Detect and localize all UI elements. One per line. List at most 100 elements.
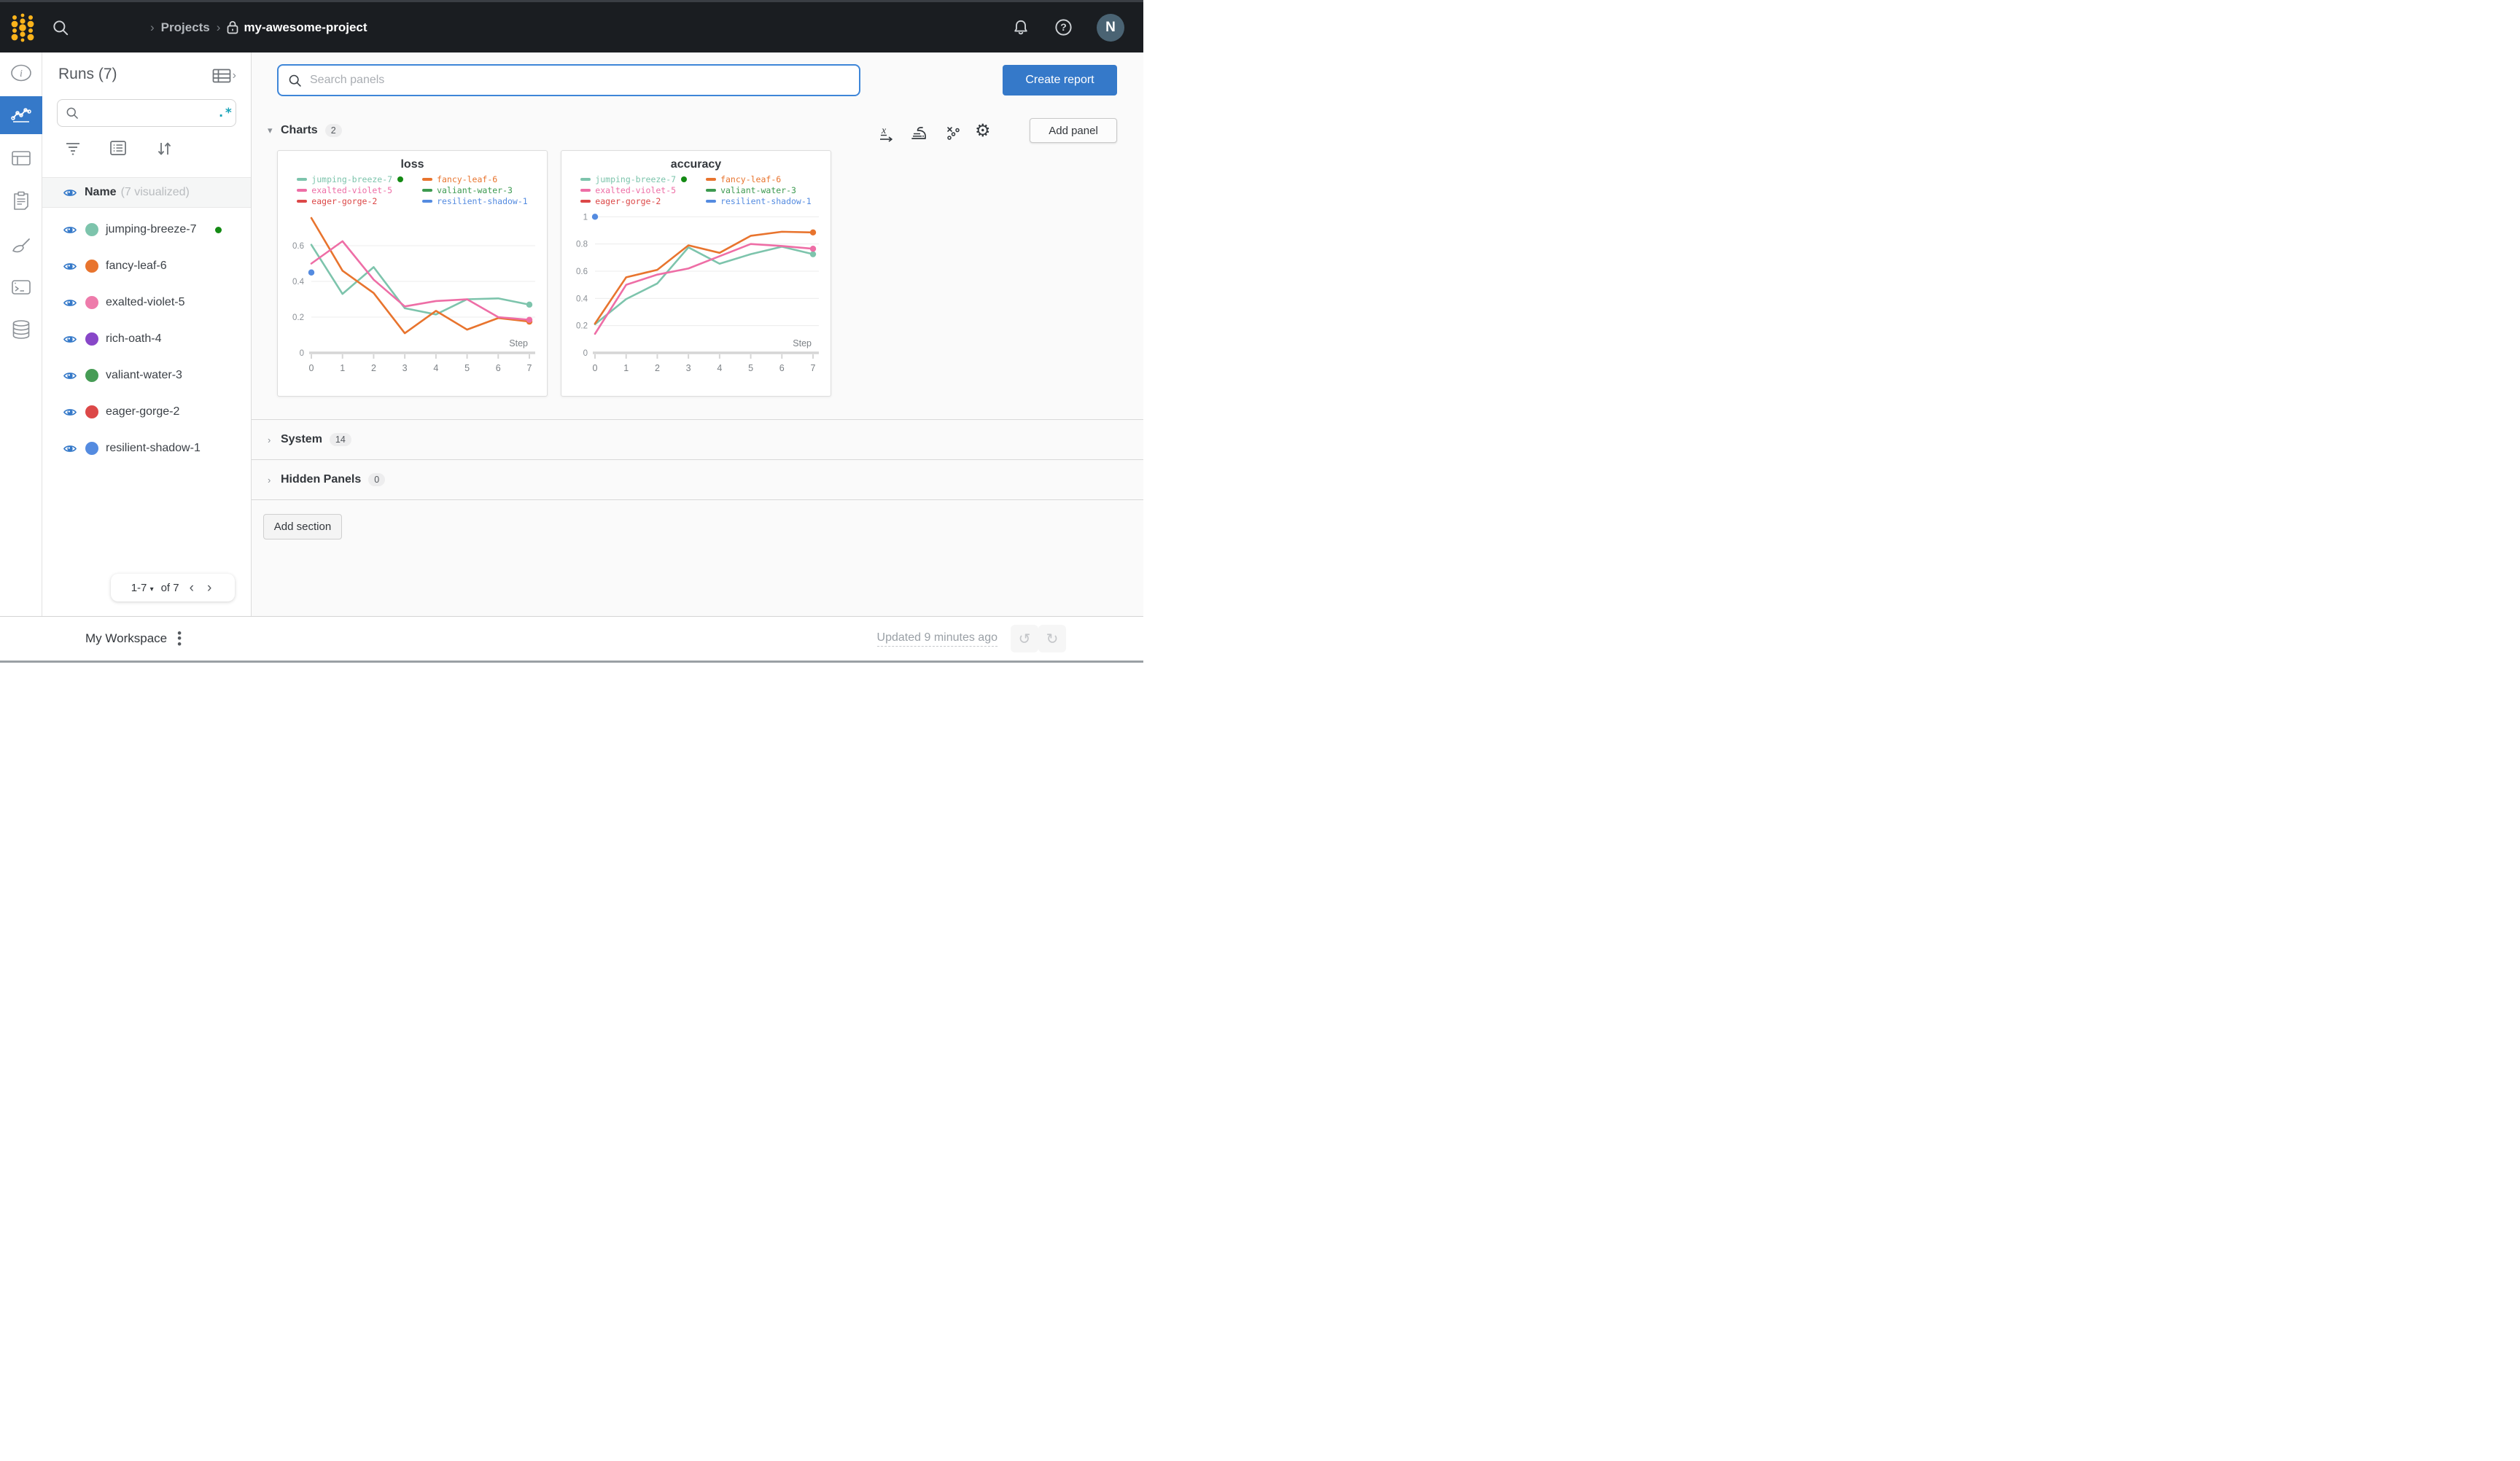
svg-text:1: 1 — [623, 363, 629, 373]
breadcrumb-project[interactable]: my-awesome-project — [227, 20, 368, 35]
chevron-right-icon: › — [232, 69, 236, 82]
page-range-dropdown[interactable]: 1-7 ▾ — [131, 581, 154, 594]
run-color-dot — [85, 442, 98, 455]
redo-button[interactable]: ↻ — [1038, 625, 1066, 652]
runs-title: Runs (7) — [58, 66, 117, 82]
legend-entry[interactable]: eager-gorge-2 — [297, 196, 403, 206]
legend-entry[interactable]: jumping-breeze-7 — [297, 174, 404, 184]
legend-dash — [706, 200, 717, 203]
active-run-indicator — [681, 176, 688, 182]
svg-text:0.6: 0.6 — [292, 242, 304, 251]
legend-dash — [297, 178, 308, 181]
jobs-clipboard-icon[interactable] — [0, 182, 42, 219]
run-name: eager-gorge-2 — [106, 405, 180, 418]
legend-entry[interactable]: eager-gorge-2 — [580, 196, 687, 206]
artifacts-database-icon[interactable] — [0, 311, 42, 348]
smoothing-iron-icon[interactable] — [910, 124, 929, 143]
breadcrumb-chevron-icon: › — [150, 20, 155, 34]
visibility-eye-icon[interactable] — [63, 187, 77, 198]
run-row[interactable]: resilient-shadow-1 — [42, 430, 251, 467]
legend-entry[interactable]: fancy-leaf-6 — [706, 174, 812, 184]
legend-dash — [297, 189, 308, 192]
next-page-button[interactable]: › — [206, 580, 212, 596]
settings-gear-icon[interactable]: ⚙ — [975, 121, 991, 141]
legend-entry[interactable]: exalted-violet-5 — [297, 185, 403, 195]
run-row[interactable]: jumping-breeze-7 — [42, 211, 251, 248]
chevron-down-icon: ▾ — [268, 125, 273, 136]
legend-entry[interactable]: fancy-leaf-6 — [422, 174, 528, 184]
add-section-button[interactable]: Add section — [263, 514, 342, 539]
run-row[interactable]: eager-gorge-2 — [42, 394, 251, 430]
loss-chart-panel[interactable]: loss jumping-breeze-7 fancy-leaf-6 exalt… — [277, 150, 548, 397]
svg-text:3: 3 — [402, 363, 408, 373]
visibility-eye-icon[interactable] — [63, 443, 77, 454]
run-row[interactable]: fancy-leaf-6 — [42, 248, 251, 284]
prev-page-button[interactable]: ‹ — [189, 580, 194, 596]
visibility-eye-icon[interactable] — [63, 370, 77, 381]
run-row[interactable]: valiant-water-3 — [42, 357, 251, 394]
breadcrumb-projects-link[interactable]: Projects — [160, 20, 210, 34]
chart-legend: jumping-breeze-7 fancy-leaf-6 exalted-vi… — [278, 174, 547, 206]
help-icon[interactable]: ? — [1054, 17, 1073, 37]
legend-entry[interactable]: resilient-shadow-1 — [422, 196, 528, 206]
runs-pagination: 1-7 ▾ of 7 ‹ › — [111, 574, 235, 601]
run-row[interactable]: rich-oath-4 — [42, 321, 251, 357]
legend-entry[interactable]: exalted-violet-5 — [580, 185, 687, 195]
accuracy-chart-panel[interactable]: accuracy jumping-breeze-7 fancy-leaf-6 e… — [561, 150, 831, 397]
svg-text:4: 4 — [717, 363, 722, 373]
run-name: jumping-breeze-7 — [106, 223, 197, 235]
avatar[interactable]: N — [1097, 13, 1124, 42]
svg-text:?: ? — [1060, 21, 1067, 33]
outliers-scatter-icon[interactable] — [944, 124, 962, 143]
lock-icon — [228, 20, 238, 34]
runs-name-header[interactable]: Name (7 visualized) — [42, 177, 251, 208]
legend-entry[interactable]: valiant-water-3 — [706, 185, 812, 195]
sweeps-broom-icon[interactable] — [0, 227, 42, 265]
svg-text:x: x — [881, 125, 887, 136]
visibility-eye-icon[interactable] — [63, 334, 77, 345]
undo-button[interactable]: ↺ — [1011, 625, 1038, 652]
runs-search-input[interactable] — [85, 107, 217, 119]
legend-entry[interactable]: jumping-breeze-7 — [580, 174, 688, 184]
legend-entry[interactable]: valiant-water-3 — [422, 185, 528, 195]
panel-search-box — [277, 64, 860, 96]
legend-dash — [706, 178, 717, 181]
run-color-dot — [85, 405, 98, 418]
charts-section-header[interactable]: ▾ Charts 2 — [252, 118, 1143, 143]
panel-search-input[interactable] — [310, 74, 859, 87]
notifications-bell-icon[interactable] — [1011, 18, 1030, 37]
search-icon[interactable] — [51, 18, 70, 37]
wandb-logo[interactable] — [10, 12, 35, 44]
workspace-menu-kebab-icon[interactable]: • • • — [177, 626, 182, 651]
system-count-badge: 14 — [329, 433, 351, 446]
sort-icon[interactable] — [155, 140, 174, 157]
workspace-bottom-bar: My Workspace • • • Updated 9 minutes ago ↺… — [0, 616, 1143, 663]
x-axis-settings-icon[interactable]: x — [877, 124, 896, 143]
project-name: my-awesome-project — [244, 20, 368, 34]
search-icon — [289, 74, 301, 87]
runs-table-icon[interactable] — [0, 139, 42, 177]
regex-toggle[interactable]: .* — [217, 106, 233, 120]
run-name: resilient-shadow-1 — [106, 442, 201, 454]
create-report-button[interactable]: Create report — [1003, 65, 1117, 96]
legend-entry[interactable]: resilient-shadow-1 — [706, 196, 812, 206]
hidden-panels-section-header[interactable]: › Hidden Panels 0 — [252, 460, 1143, 499]
top-bar: › Projects › my-awesome-project ? N — [0, 0, 1143, 52]
run-row[interactable]: exalted-violet-5 — [42, 284, 251, 321]
overview-info-icon[interactable]: i — [0, 54, 42, 92]
add-panel-button[interactable]: Add panel — [1030, 118, 1117, 143]
visibility-eye-icon[interactable] — [63, 297, 77, 308]
workspace-chart-icon[interactable] — [0, 96, 42, 134]
expand-runs-table-button[interactable]: › — [212, 69, 236, 83]
filter-icon[interactable] — [64, 140, 82, 156]
visibility-eye-icon[interactable] — [63, 407, 77, 418]
svg-text:0.2: 0.2 — [292, 313, 304, 322]
visibility-eye-icon[interactable] — [63, 225, 77, 235]
svg-text:0.4: 0.4 — [576, 295, 588, 303]
chevron-right-icon: › — [268, 434, 271, 445]
legend-dash — [580, 189, 591, 192]
logs-terminal-icon[interactable] — [0, 268, 42, 306]
visibility-eye-icon[interactable] — [63, 261, 77, 272]
system-section-header[interactable]: › System 14 — [252, 420, 1143, 459]
group-list-icon[interactable] — [109, 140, 127, 156]
